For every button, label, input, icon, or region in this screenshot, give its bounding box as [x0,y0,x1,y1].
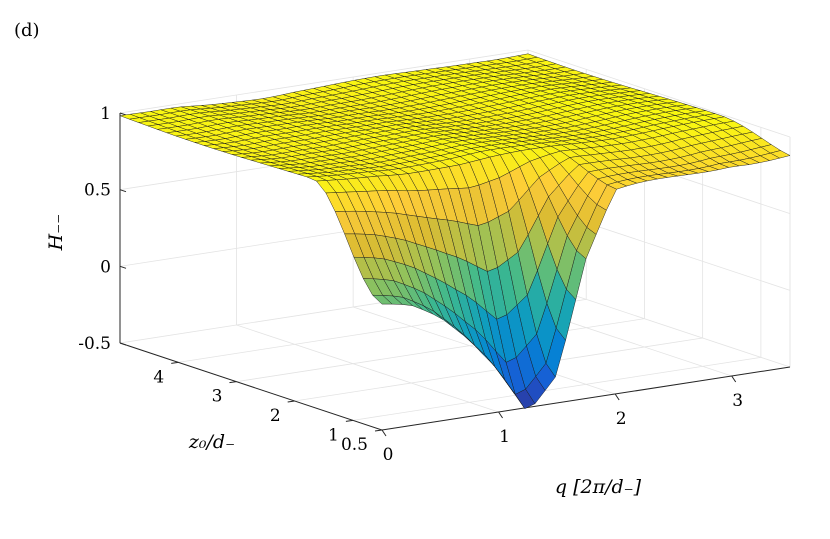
z0-tick-mark [287,400,295,403]
grid-line-floor-z0 [236,318,645,383]
h-tick-label: -0.5 [78,334,111,354]
grid-line-wall-h [119,49,529,114]
q-axis-line [381,366,791,431]
q-tick-label: 3 [732,391,743,411]
q-tick-mark [381,429,387,437]
grid-line-wall-h2 [527,49,791,138]
z0-tick-label: 0.5 [341,435,368,455]
z0-tick-mark [345,419,353,422]
z0-tick-label: 2 [270,406,281,426]
h-tick-mark [119,265,127,269]
q-tick-mark [498,411,503,419]
grid-line-floor-z0 [352,356,761,421]
q-tick-label: 2 [616,409,627,429]
axis-lines [119,112,791,437]
z0-axis-line [119,342,383,431]
h-tick-label: 0 [100,257,111,277]
h-tick-label: 1 [100,104,111,124]
z0-tick-label: 4 [153,367,164,387]
h-tick-mark [119,189,127,193]
h-tick-mark [119,112,127,116]
z0-tick-mark [229,381,237,384]
h-tick-label: 0.5 [84,181,111,201]
surface-patch [769,150,791,159]
z0-tick-label: 1 [328,425,339,445]
q-tick-mark [731,375,737,383]
y-axis-title: z₀/d₋ [188,431,235,453]
z0-tick-mark [171,361,179,364]
panel-label: (d) [14,20,40,41]
q-tick-label: 0 [383,445,394,465]
q-tick-mark [614,393,620,401]
z0-tick-mark [374,429,383,432]
surface-mesh [119,53,791,409]
grid-line-floor-q [236,324,499,413]
x-axis-title: q [2π/d₋] [555,476,642,498]
z0-tick-label: 3 [212,387,223,407]
h-tick-mark [119,342,127,346]
z-axis-title: H₋₋ [45,214,67,252]
q-tick-label: 1 [499,427,510,447]
